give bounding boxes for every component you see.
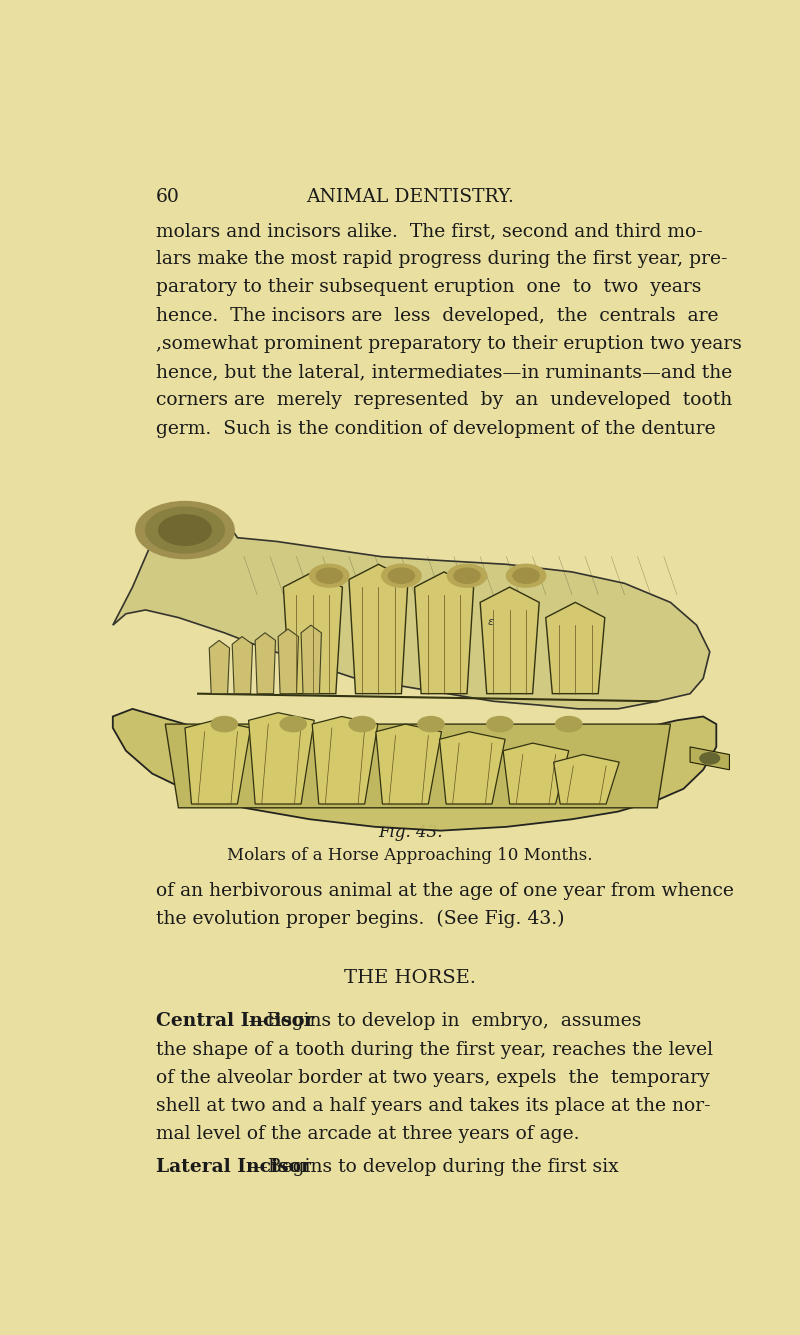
- Polygon shape: [480, 587, 539, 694]
- Polygon shape: [376, 724, 442, 804]
- Circle shape: [146, 507, 224, 553]
- Polygon shape: [301, 625, 322, 694]
- Polygon shape: [113, 709, 716, 830]
- Text: hence, but the lateral, intermediates—in ruminants—and the: hence, but the lateral, intermediates—in…: [156, 363, 732, 382]
- Circle shape: [382, 565, 421, 587]
- Polygon shape: [546, 602, 605, 694]
- Polygon shape: [690, 748, 730, 770]
- Circle shape: [136, 502, 234, 558]
- Polygon shape: [312, 717, 378, 804]
- Polygon shape: [283, 571, 342, 694]
- Polygon shape: [414, 571, 474, 694]
- Polygon shape: [166, 724, 670, 808]
- Text: Molars of a Horse Approaching 10 Months.: Molars of a Horse Approaching 10 Months.: [227, 846, 593, 864]
- Text: mal level of the arcade at three years of age.: mal level of the arcade at three years o…: [156, 1125, 579, 1144]
- Circle shape: [310, 565, 349, 587]
- Circle shape: [555, 717, 582, 732]
- Circle shape: [454, 569, 480, 583]
- Polygon shape: [113, 503, 710, 709]
- Text: germ.  Such is the condition of development of the denture: germ. Such is the condition of developme…: [156, 419, 715, 438]
- Polygon shape: [554, 754, 619, 804]
- Polygon shape: [439, 732, 505, 804]
- Circle shape: [418, 717, 444, 732]
- Circle shape: [211, 717, 238, 732]
- Circle shape: [349, 717, 375, 732]
- Text: of an herbivorous animal at the age of one year from whence: of an herbivorous animal at the age of o…: [156, 882, 734, 900]
- Polygon shape: [249, 713, 314, 804]
- Circle shape: [447, 565, 486, 587]
- Circle shape: [513, 569, 539, 583]
- Polygon shape: [278, 629, 298, 694]
- Polygon shape: [210, 641, 230, 694]
- Polygon shape: [503, 744, 569, 804]
- Circle shape: [700, 753, 720, 764]
- Text: of the alveolar border at two years, expels  the  temporary: of the alveolar border at two years, exp…: [156, 1069, 710, 1087]
- Circle shape: [388, 569, 414, 583]
- Polygon shape: [185, 721, 250, 804]
- Polygon shape: [255, 633, 275, 694]
- Text: $\epsilon$: $\epsilon$: [486, 617, 494, 627]
- Text: the evolution proper begins.  (See Fig. 43.): the evolution proper begins. (See Fig. 4…: [156, 910, 564, 928]
- Text: hence.  The incisors are  less  developed,  the  centrals  are: hence. The incisors are less developed, …: [156, 307, 718, 324]
- Text: shell at two and a half years and takes its place at the nor-: shell at two and a half years and takes …: [156, 1097, 710, 1115]
- Polygon shape: [232, 637, 253, 694]
- Text: the shape of a tooth during the first year, reaches the level: the shape of a tooth during the first ye…: [156, 1041, 713, 1059]
- Text: Lateral Incisor: Lateral Incisor: [156, 1157, 310, 1176]
- Text: —Begins to develop during the first six: —Begins to develop during the first six: [249, 1157, 618, 1176]
- Circle shape: [506, 565, 546, 587]
- Circle shape: [158, 515, 211, 545]
- Text: Central Incisor: Central Incisor: [156, 1012, 314, 1031]
- Polygon shape: [349, 565, 408, 694]
- Text: paratory to their subsequent eruption  one  to  two  years: paratory to their subsequent eruption on…: [156, 279, 701, 296]
- Text: ANIMAL DENTISTRY.: ANIMAL DENTISTRY.: [306, 188, 514, 206]
- Circle shape: [316, 569, 342, 583]
- Text: —Begins to develop in  embryo,  assumes: —Begins to develop in embryo, assumes: [247, 1012, 641, 1031]
- Circle shape: [280, 717, 306, 732]
- Text: corners are  merely  represented  by  an  undeveloped  tooth: corners are merely represented by an und…: [156, 391, 732, 410]
- Text: lars make the most rapid progress during the first year, pre-: lars make the most rapid progress during…: [156, 250, 727, 268]
- Text: Fig. 43.: Fig. 43.: [378, 824, 442, 841]
- Circle shape: [486, 717, 513, 732]
- Text: molars and incisors alike.  The first, second and third mo-: molars and incisors alike. The first, se…: [156, 222, 702, 240]
- Text: THE HORSE.: THE HORSE.: [344, 969, 476, 987]
- Text: 60: 60: [156, 188, 180, 206]
- Text: ,somewhat prominent preparatory to their eruption two years: ,somewhat prominent preparatory to their…: [156, 335, 742, 352]
